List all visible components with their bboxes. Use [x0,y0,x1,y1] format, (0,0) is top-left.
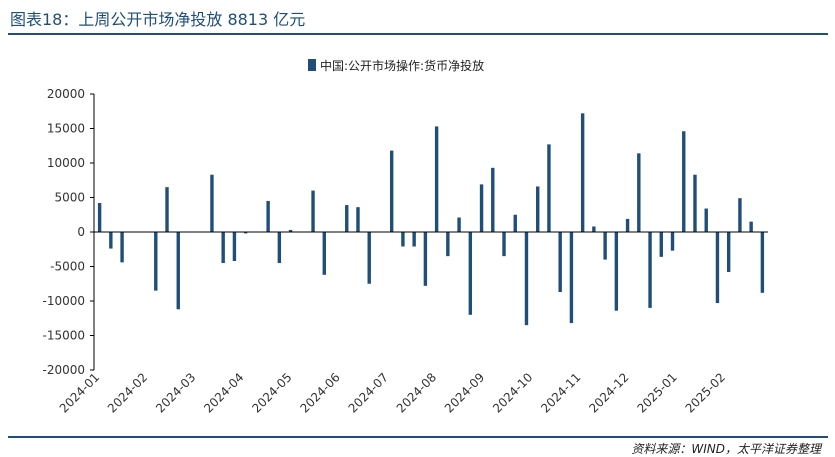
bar [524,232,529,326]
bar [536,186,540,232]
bar [221,232,225,264]
y-tick-label: -15000 [42,329,85,343]
bar [345,205,349,232]
bar [693,174,697,232]
x-tick-label: 2024-04 [201,370,246,415]
bar [491,167,495,232]
bar [210,174,214,232]
bar [502,232,506,257]
footer-rule [8,436,828,438]
bar [715,232,720,304]
bar [423,232,428,286]
x-tick-label: 2024-01 [57,370,102,415]
x-tick-label: 2024-05 [249,370,294,415]
bar [637,153,641,232]
bar [401,232,405,247]
x-tick-label: 2024-06 [297,370,342,415]
bar [749,221,753,232]
bar [648,232,652,308]
bar [569,232,574,324]
legend-swatch [308,59,316,71]
bar [760,232,765,293]
bar [659,232,663,257]
bar [288,229,293,232]
bar [109,232,113,249]
bar [479,184,484,232]
bar [580,113,585,232]
bar [457,217,461,232]
bar [176,232,180,310]
y-tick-label: -20000 [42,363,85,377]
bar [277,232,282,264]
bar [120,232,124,263]
x-tick-label: 2024-11 [538,370,583,415]
bar-chart: 中国:公开市场操作:货币净投放 20000 15000 10000 5000 0 -500… [42,58,768,416]
bar [726,232,731,273]
x-tick-label: 2024-03 [153,370,198,415]
y-tick-label: 15000 [47,122,85,136]
source-note: 资料来源：WIND，太平洋证券整理 [631,442,821,456]
x-tick-label: 2024-07 [346,370,391,415]
bar [97,203,102,232]
y-tick-label: -5000 [50,260,85,274]
bar [738,198,742,232]
x-tick-label: 2024-08 [394,370,439,415]
x-tick-label: 2025-02 [683,370,728,415]
bar [434,126,439,232]
bar [389,150,394,232]
bar [603,232,607,260]
y-tick-label: 0 [77,225,85,239]
bar [625,218,630,232]
bar [412,232,416,247]
bar [322,232,326,275]
bar [547,144,551,232]
bar [266,200,270,232]
bar [468,232,473,315]
x-tick-label: 2024-10 [490,370,535,415]
bar [592,226,596,232]
x-tick-label: 2024-02 [105,370,150,415]
title-underline [8,33,828,35]
y-tick-label: 20000 [47,87,85,101]
y-tick-label: 10000 [47,156,85,170]
bar [311,190,315,232]
x-tick-label: 2025-01 [634,370,679,415]
bar [243,232,248,234]
legend-label: 中国:公开市场操作:货币净投放 [320,58,484,73]
x-tick-label: 2024-12 [586,370,631,415]
chart-legend: 中国:公开市场操作:货币净投放 [308,58,484,73]
bar [513,214,517,232]
bar [704,208,708,232]
bar [232,232,237,261]
bar [670,232,675,251]
x-tick-label: 2024-09 [442,370,487,415]
bar [614,232,619,311]
y-tick-label: 5000 [54,191,85,205]
chart-title: 图表18：上周公开市场净投放 8813 亿元 [10,10,306,29]
bar [558,232,562,293]
bar [446,232,450,257]
bar [356,207,360,232]
y-tick-label: -10000 [42,294,85,308]
bar [367,232,371,284]
bar [154,232,158,291]
bar [165,187,169,232]
bar [682,131,686,232]
